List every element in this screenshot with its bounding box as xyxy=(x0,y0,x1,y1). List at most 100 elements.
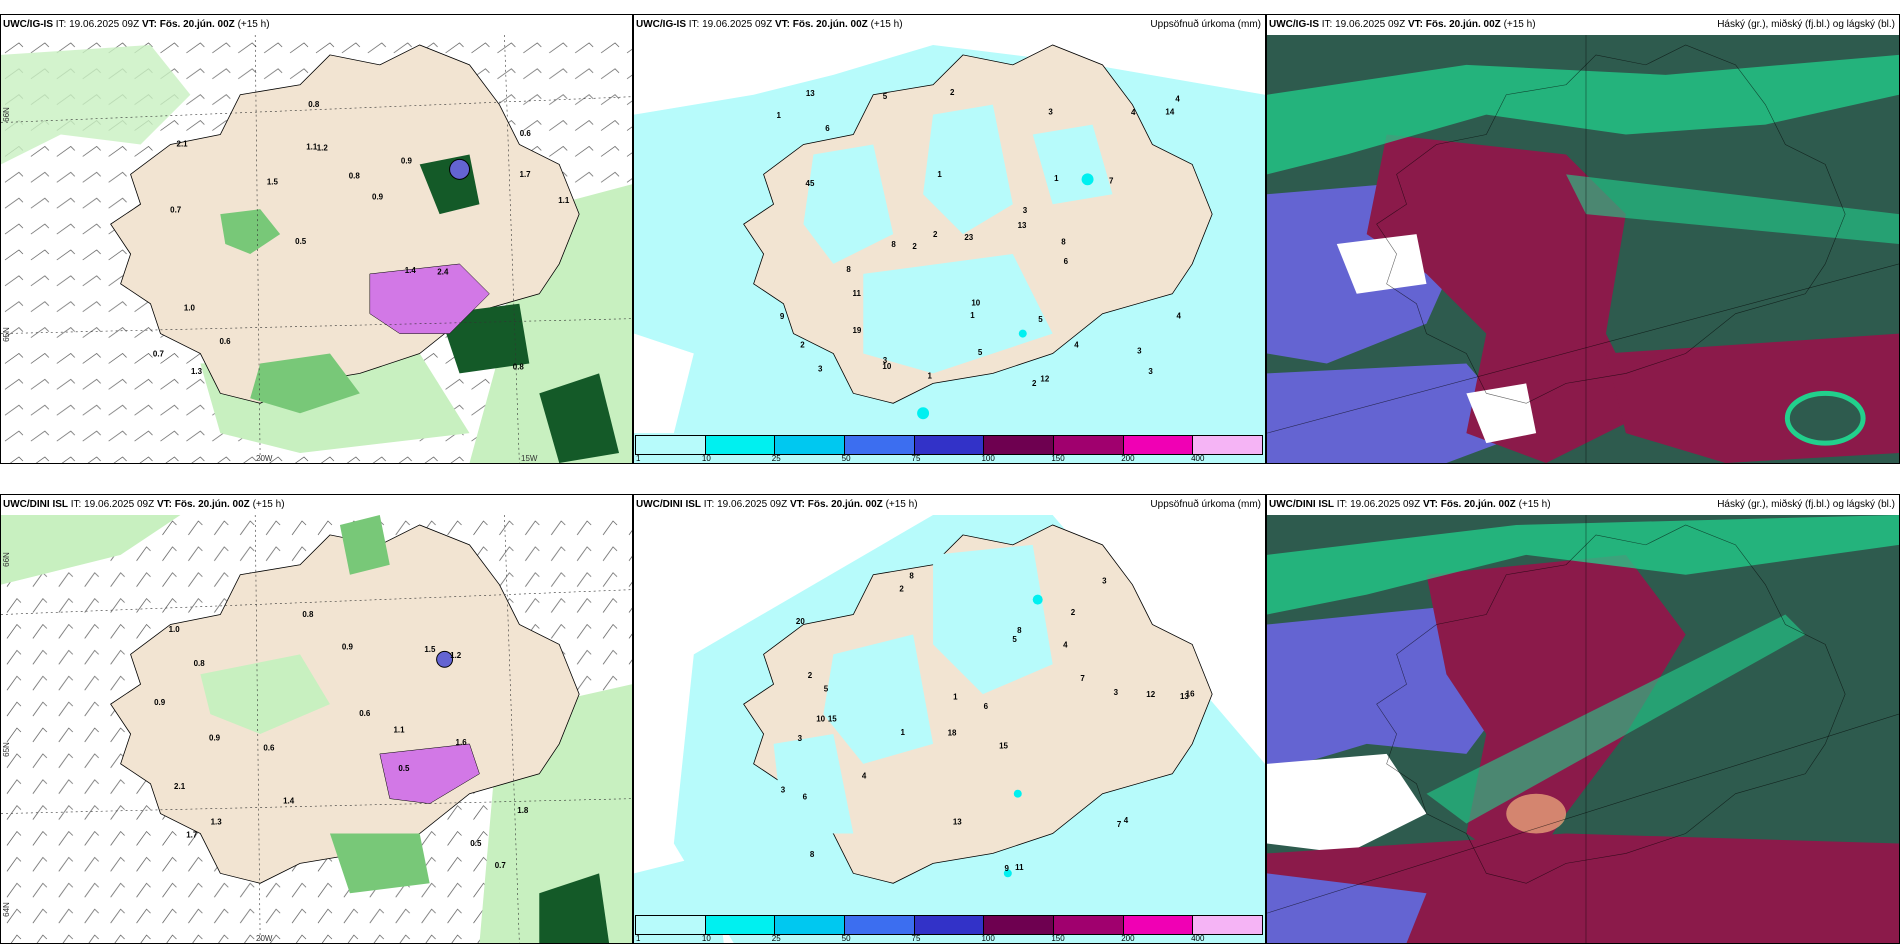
value-label: 10 xyxy=(971,298,980,307)
map-area[interactable]: 0.8 0.7 0.6 0.5 0.9 1.3 1.1 0.8 1.0 1.5 0.7 0.6 1.2 0… xyxy=(1,35,632,463)
panel-title: UWC/IG-IS IT: 19.06.2025 09Z VT: Fös. 20… xyxy=(1,15,632,35)
model-name: UWC/DINI ISL xyxy=(3,499,68,510)
precip-cell-2 xyxy=(1013,789,1022,798)
clear-patch-2 xyxy=(1466,383,1537,444)
value-label: 8 xyxy=(891,240,896,249)
green-patch-2 xyxy=(339,515,390,575)
value-label: 3 xyxy=(1114,688,1119,697)
wind-temp-map: 0.7 0.9 0.5 1.0 1.8 0.8 1.3 0.6 1.2 0.9 1.5 0.5 1.4 0… xyxy=(1,515,632,943)
colorbar-swatch xyxy=(913,435,985,455)
vt-label: VT: xyxy=(789,499,805,510)
mid-cloud-south xyxy=(1267,833,1899,943)
value-label: 2 xyxy=(1032,379,1037,388)
colorbar-tick-label: 100 xyxy=(981,934,995,943)
it-label: IT: xyxy=(1321,19,1333,30)
value-label: 9 xyxy=(1005,864,1010,873)
value-label: 0.9 xyxy=(372,193,384,202)
precip-patch-3 xyxy=(863,253,1053,374)
value-label: 0.6 xyxy=(520,129,532,138)
panel-bottom-right-clouds: UWC/DINI ISL IT: 19.06.2025 09Z VT: Fös.… xyxy=(1266,494,1900,944)
value-label: 5 xyxy=(883,92,888,101)
map-area[interactable] xyxy=(1267,35,1899,463)
value-label: 2.1 xyxy=(174,782,186,791)
value-label: 2.4 xyxy=(437,268,449,277)
vt-value: Fös. 20.jún. 00Z xyxy=(1425,19,1501,30)
value-label: 1.1 xyxy=(393,726,405,735)
it-label: IT: xyxy=(70,499,82,510)
clear-ring xyxy=(1784,390,1866,446)
product-name: Háský (gr.), miðský (fj.bl.) og lágský (… xyxy=(1717,19,1895,30)
it-label: IT: xyxy=(55,19,67,30)
colorbar-swatch xyxy=(704,915,776,935)
map-area[interactable]: 8 2 13 18 15 15 20 4 3 5 6 8 2 1 9 11 13 3 7 4 5 10 16 12 3 2 1 3 4 6… xyxy=(634,515,1265,943)
value-label: 6 xyxy=(1064,257,1069,266)
colorbar-swatch xyxy=(844,435,915,455)
map-area[interactable] xyxy=(1267,515,1899,943)
lon-label-15w: 15W xyxy=(521,454,538,463)
value-label: 0.5 xyxy=(470,839,482,848)
value-label: 4 xyxy=(1131,108,1136,117)
value-label: 1.3 xyxy=(211,818,223,827)
colorbar-swatch xyxy=(1053,435,1124,455)
value-label: 19 xyxy=(853,326,862,335)
value-label: 1.0 xyxy=(184,304,196,313)
precip-labels-top: 1234568321452131345102154337891113623121… xyxy=(777,88,1182,388)
value-label: 1.8 xyxy=(517,806,529,815)
colorbar-swatch xyxy=(844,915,915,935)
vt-label: VT: xyxy=(774,19,790,30)
no-precip-sw xyxy=(634,333,694,434)
model-name: UWC/IG-IS xyxy=(1269,19,1319,30)
green-patch-1 xyxy=(220,209,281,254)
colorbar-swatch xyxy=(1053,915,1124,935)
panel-bottom-middle-precip: UWC/DINI ISL IT: 19.06.2025 09Z VT: Fös.… xyxy=(633,494,1266,944)
value-label: 4 xyxy=(1124,816,1129,825)
colorbar-swatch xyxy=(704,435,776,455)
green-area-west xyxy=(1,515,181,585)
glacier-purple xyxy=(369,263,490,334)
value-label: 14 xyxy=(1165,108,1174,117)
value-label: 12 xyxy=(1146,690,1155,699)
lat-label-66n: 66N xyxy=(1,107,11,122)
colorbar-tick-label: 25 xyxy=(771,934,781,943)
map-area[interactable]: 0.7 0.9 0.5 1.0 1.8 0.8 1.3 0.6 1.2 0.9 1.5 0.5 1.4 0… xyxy=(1,515,632,943)
model-name: UWC/IG-IS xyxy=(636,19,686,30)
colorbar-swatch xyxy=(983,915,1055,935)
value-label: 1.3 xyxy=(191,367,203,376)
value-label: 3 xyxy=(1023,206,1028,215)
vt-value: Fös. 20.jún. 00Z xyxy=(174,499,250,510)
value-label: 16 xyxy=(1186,690,1195,699)
value-label: 2 xyxy=(950,88,955,97)
wind-temp-map: 0.8 0.7 0.6 0.5 0.9 1.3 1.1 0.8 1.0 1.5 0.7 0.6 1.2 0… xyxy=(1,35,632,463)
map-area[interactable]: 1 2 3 4 5 6 8 3 2 1 4 5 2 1 3 13 45 10 2 1 5 4 3 3 7 8 9 11 13 6 23 12 1… xyxy=(634,35,1265,463)
precip-patch-1 xyxy=(823,634,934,764)
value-label: 3 xyxy=(818,365,823,374)
colorbar-swatch xyxy=(1192,435,1264,455)
green-patch-5 xyxy=(539,373,620,463)
value-label: 7 xyxy=(1080,674,1085,683)
it-value: 19.06.2025 09Z xyxy=(69,19,140,30)
value-label: 2 xyxy=(808,671,813,680)
value-label: 13 xyxy=(806,89,815,98)
vt-value: Fös. 20.jún. 00Z xyxy=(1440,499,1516,510)
colorbar-tick-label: 25 xyxy=(771,454,781,463)
value-label: 5 xyxy=(1038,315,1043,324)
lat-label-65n: 65N xyxy=(1,742,11,757)
blue-cell xyxy=(436,650,454,668)
low-cloud-south xyxy=(1267,363,1527,463)
value-label: 0.6 xyxy=(359,709,371,718)
colorbar-swatch xyxy=(635,915,706,935)
cloud-map xyxy=(1267,515,1899,943)
green-patch-2 xyxy=(250,353,360,414)
lead-time: (+15 h) xyxy=(252,499,285,510)
value-label: 4 xyxy=(1074,340,1079,349)
value-label: 45 xyxy=(806,179,815,188)
value-label: 4 xyxy=(1175,95,1180,104)
value-label: 7 xyxy=(1117,820,1122,829)
lat-label-66n: 66N xyxy=(1,552,11,567)
colorbar-swatch xyxy=(1122,435,1194,455)
value-label: 15 xyxy=(828,714,837,723)
panel-title: UWC/DINI ISL IT: 19.06.2025 09Z VT: Fös.… xyxy=(634,495,1265,515)
value-label: 1.6 xyxy=(456,738,468,747)
value-label: 20 xyxy=(796,617,805,626)
